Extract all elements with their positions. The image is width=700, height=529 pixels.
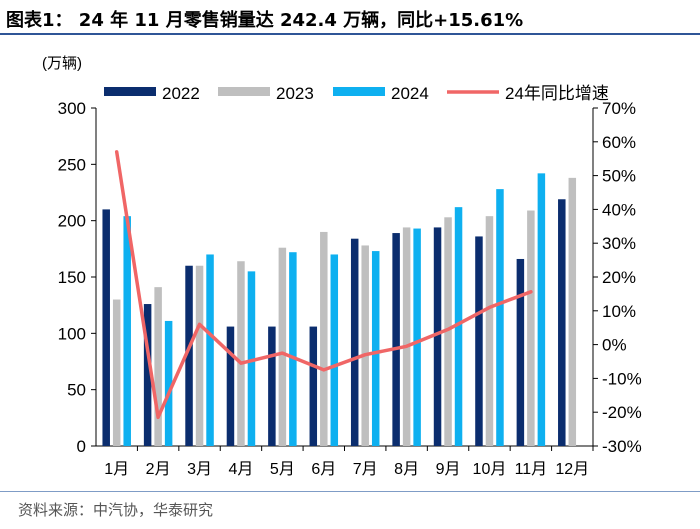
x-tick-label: 2月	[146, 461, 171, 478]
bar-2023	[237, 261, 245, 446]
bar-2023	[195, 265, 204, 446]
bar-2023	[444, 217, 452, 446]
bar-2022	[185, 265, 193, 446]
growth-line-group	[114, 150, 533, 420]
bar-2024	[454, 207, 463, 446]
bar-2024	[206, 254, 214, 446]
bar-2024	[164, 320, 173, 446]
bar-2024	[330, 254, 339, 446]
x-tick-label: 8月	[394, 461, 419, 478]
bars	[102, 173, 577, 446]
legend-label: 2022	[162, 84, 200, 103]
bar-2024	[247, 271, 256, 446]
title-rule	[0, 33, 700, 35]
bar-2023	[112, 299, 121, 446]
x-tick-label: 7月	[353, 461, 378, 478]
y2-tick-label: -30%	[602, 437, 642, 456]
y-tick-label: 300	[58, 99, 86, 118]
y-tick-label: 50	[67, 381, 86, 400]
x-tick-label: 5月	[270, 461, 295, 478]
bar-2022	[516, 258, 525, 446]
chart: (万辆) 0 50 100 150 200 250 300 -30% -20% -10% 0% 10% 2…	[42, 55, 642, 478]
bar-2024	[537, 173, 546, 446]
legend-swatch-2023	[218, 87, 270, 96]
bar-2023	[568, 177, 577, 446]
y-tick-label: 0	[77, 437, 86, 456]
y-tick-label: 150	[58, 268, 86, 287]
bar-2024	[289, 252, 297, 446]
x-tick-label: 1月	[104, 461, 129, 478]
bar-2022	[268, 326, 276, 446]
bar-2022	[475, 236, 483, 446]
x-tick-label: 4月	[229, 461, 254, 478]
y-tick-label: 250	[58, 155, 86, 174]
bar-2022	[558, 199, 566, 446]
bar-2023	[527, 210, 535, 446]
bar-2023	[320, 231, 328, 446]
title-bar: 图表1： 24 年 11 月零售销量达 242.4 万辆，同比+15.61%	[0, 0, 700, 34]
x-tick-label: 6月	[311, 461, 336, 478]
bar-2023	[154, 287, 162, 446]
legend-label: 24年同比增速	[505, 84, 609, 103]
y2-tick-label: 60%	[602, 133, 636, 152]
y2-tick-label: 70%	[602, 99, 636, 118]
bar-2022	[309, 326, 318, 446]
bar-2022	[143, 304, 152, 446]
y2-tick-label: 40%	[602, 200, 636, 219]
legend-swatch-2024	[333, 87, 385, 96]
y-axis-unit-label: (万辆)	[42, 55, 82, 72]
bar-2023	[278, 247, 287, 446]
y2-tick-label: 50%	[602, 167, 636, 186]
y2-tick-label: 0%	[602, 336, 627, 355]
axes: (万辆) 0 50 100 150 200 250 300 -30% -20% -10% 0% 10% 2…	[42, 55, 642, 478]
legend-swatch-2022	[104, 87, 156, 96]
footer-rule	[0, 491, 700, 492]
bar-2024	[371, 251, 380, 446]
y-tick-label: 200	[58, 212, 86, 231]
bar-2022	[433, 227, 442, 446]
bar-2024	[413, 228, 421, 446]
y2-tick-label: 20%	[602, 268, 636, 287]
x-tick-label: 3月	[187, 461, 212, 478]
x-tick-label: 11月	[515, 461, 548, 478]
y2-tick-label: -20%	[602, 403, 642, 422]
chart-title: 图表1： 24 年 11 月零售销量达 242.4 万辆，同比+15.61%	[6, 10, 524, 31]
x-tick-label: 10月	[473, 461, 507, 478]
y2-tick-label: -10%	[602, 369, 642, 388]
y-tick-label: 100	[58, 324, 86, 343]
bar-2022	[226, 326, 235, 446]
source-note: 资料来源：中汽协，华泰研究	[18, 501, 214, 519]
bar-2024	[123, 216, 131, 446]
legend: 2022 2023 2024 24年同比增速	[104, 84, 609, 103]
y2-tick-label: 10%	[602, 302, 636, 321]
x-tick-label: 9月	[436, 461, 461, 478]
bar-2023	[402, 227, 411, 446]
bar-2022	[392, 233, 400, 446]
bar-2023	[361, 245, 369, 446]
legend-label: 2023	[276, 84, 314, 103]
growth-line	[114, 150, 533, 420]
bar-2022	[102, 209, 110, 446]
bar-2024	[496, 189, 504, 446]
y2-tick-label: 30%	[602, 234, 636, 253]
bar-2023	[485, 216, 494, 446]
legend-label: 2024	[391, 84, 429, 103]
x-tick-label: 12月	[555, 461, 589, 478]
bar-2022	[350, 238, 359, 446]
